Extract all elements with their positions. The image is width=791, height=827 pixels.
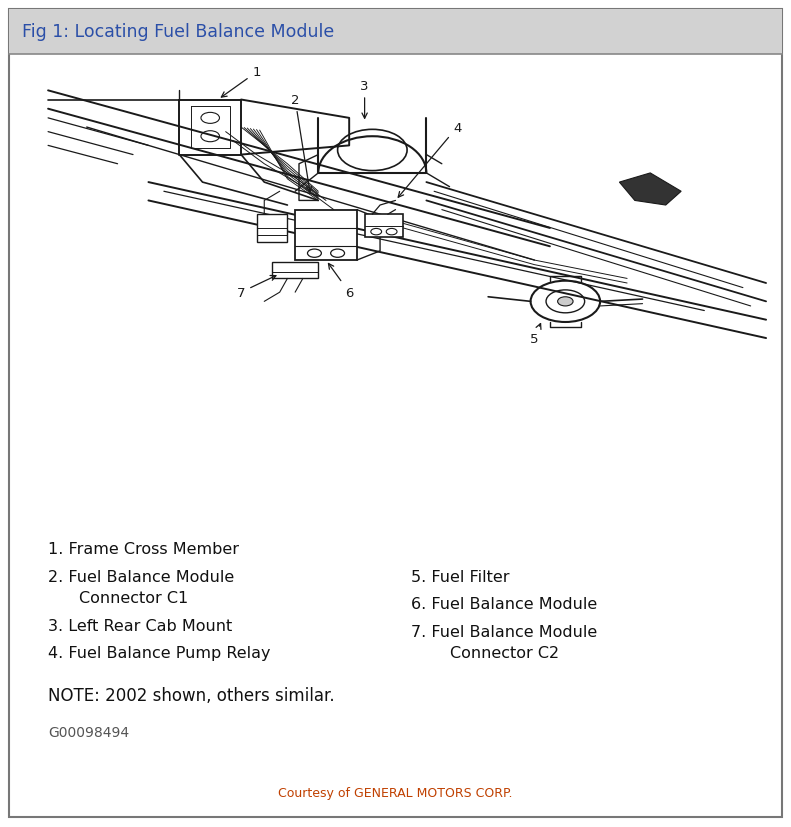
Text: 4. Fuel Balance Pump Relay: 4. Fuel Balance Pump Relay: [48, 645, 271, 660]
Text: Connector C1: Connector C1: [79, 590, 188, 605]
Text: 1. Frame Cross Member: 1. Frame Cross Member: [48, 542, 239, 557]
Text: 4: 4: [398, 122, 461, 198]
Text: 5: 5: [530, 324, 541, 345]
Text: 6: 6: [328, 264, 354, 299]
Text: 7: 7: [237, 276, 276, 299]
Text: 3: 3: [361, 80, 369, 119]
Text: 1: 1: [221, 66, 261, 98]
Text: 3. Left Rear Cab Mount: 3. Left Rear Cab Mount: [48, 618, 233, 633]
Polygon shape: [619, 174, 681, 206]
Bar: [272, 263, 318, 279]
Text: Courtesy of GENERAL MOTORS CORP.: Courtesy of GENERAL MOTORS CORP.: [278, 786, 513, 799]
Text: 7. Fuel Balance Module: 7. Fuel Balance Module: [411, 624, 597, 639]
Text: 2: 2: [291, 94, 312, 193]
Bar: [295, 210, 357, 261]
Bar: [365, 215, 403, 238]
Text: 6. Fuel Balance Module: 6. Fuel Balance Module: [411, 596, 597, 611]
Text: 5. Fuel Filter: 5. Fuel Filter: [411, 569, 509, 584]
Circle shape: [558, 298, 573, 307]
Text: NOTE: 2002 shown, others similar.: NOTE: 2002 shown, others similar.: [48, 686, 335, 705]
Text: G00098494: G00098494: [48, 725, 129, 739]
Bar: [256, 215, 287, 242]
Text: 2. Fuel Balance Module: 2. Fuel Balance Module: [48, 569, 234, 584]
Text: Fig 1: Locating Fuel Balance Module: Fig 1: Locating Fuel Balance Module: [22, 23, 335, 41]
Text: Connector C2: Connector C2: [449, 645, 558, 660]
